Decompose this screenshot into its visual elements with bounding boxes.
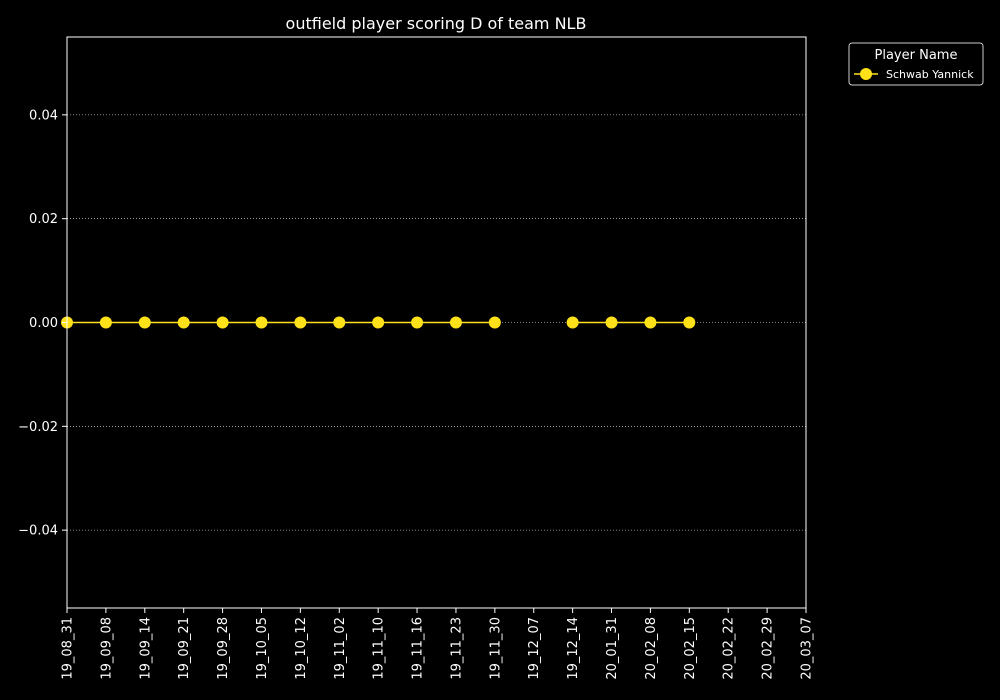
- x-tick-label: 20_03_07: [800, 617, 815, 680]
- data-point: [255, 316, 268, 329]
- x-tick-label: 19_08_31: [61, 617, 76, 680]
- data-point: [216, 316, 229, 329]
- x-tick-label: 20_02_15: [683, 617, 698, 680]
- x-tick-label: 19_09_21: [177, 617, 192, 680]
- legend-dot-marker: [860, 68, 872, 80]
- x-tick-label: 19_09_28: [216, 617, 231, 680]
- legend: Player Name Schwab Yannick: [848, 42, 984, 86]
- y-tick-label: −0.02: [18, 420, 58, 435]
- data-point: [99, 316, 112, 329]
- x-tick-label: 20_01_31: [605, 617, 620, 680]
- data-point: [411, 316, 424, 329]
- x-tick-label: 19_11_02: [333, 617, 348, 680]
- y-tick-label: 0.04: [29, 108, 58, 123]
- x-tick-label: 19_11_23: [449, 617, 464, 680]
- x-tick-label: 19_09_08: [99, 617, 114, 680]
- x-tick-label: 19_11_16: [411, 617, 426, 680]
- data-point: [372, 316, 385, 329]
- y-tick-label: −0.04: [18, 524, 58, 539]
- legend-entry-label: Schwab Yannick: [886, 68, 974, 81]
- data-point: [605, 316, 618, 329]
- data-point: [488, 316, 501, 329]
- x-tick-label: 20_02_29: [761, 617, 776, 680]
- x-tick-label: 19_09_14: [138, 617, 153, 680]
- chart-title: outfield player scoring D of team NLB: [286, 14, 587, 33]
- x-tick-label: 19_12_14: [566, 617, 581, 680]
- x-tick-label: 20_02_22: [722, 617, 737, 680]
- x-tick-label: 19_11_10: [372, 617, 387, 680]
- data-point: [449, 316, 462, 329]
- x-tick-label: 19_10_12: [294, 617, 309, 680]
- y-tick-label: 0.02: [29, 212, 58, 227]
- series-layer: [61, 316, 696, 329]
- legend-box: [848, 42, 984, 86]
- data-point: [566, 316, 579, 329]
- legend-title: Player Name: [875, 48, 958, 63]
- data-point: [294, 316, 307, 329]
- x-tick-label: 19_10_05: [255, 617, 270, 680]
- data-point: [333, 316, 346, 329]
- data-point: [683, 316, 696, 329]
- data-point: [138, 316, 151, 329]
- x-tick-label: 19_12_07: [527, 617, 542, 680]
- y-tick-label: 0.00: [29, 316, 58, 331]
- data-point: [644, 316, 657, 329]
- y-axis: −0.04 −0.02 0.00 0.02 0.04: [18, 108, 67, 539]
- x-tick-label: 19_11_30: [488, 617, 503, 680]
- x-tick-label: 20_02_08: [644, 617, 659, 680]
- data-point: [177, 316, 190, 329]
- x-axis: 19_08_31 19_09_08 19_09_14 19_09_21 19_09_28…: [61, 608, 815, 680]
